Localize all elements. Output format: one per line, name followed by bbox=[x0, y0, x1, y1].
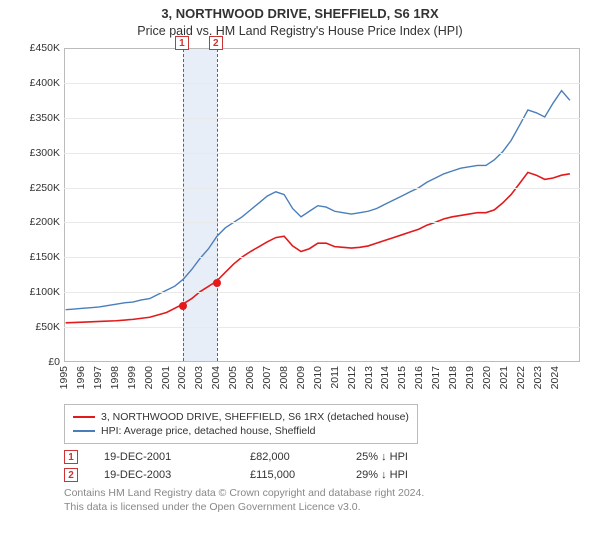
event-badge: 1 bbox=[64, 450, 78, 464]
gridline-y bbox=[64, 118, 580, 119]
chart-title-block: 3, NORTHWOOD DRIVE, SHEFFIELD, S6 1RX Pr… bbox=[0, 0, 600, 40]
line-layer bbox=[65, 49, 579, 361]
gridline-y bbox=[64, 153, 580, 154]
xtick-label: 1996 bbox=[75, 366, 87, 389]
xtick-label: 2022 bbox=[515, 366, 527, 389]
xtick-label: 2006 bbox=[244, 366, 256, 389]
xtick-label: 2003 bbox=[193, 366, 205, 389]
title-subtitle: Price paid vs. HM Land Registry's House … bbox=[0, 24, 600, 38]
xtick-label: 2007 bbox=[261, 366, 273, 389]
xtick-label: 2010 bbox=[312, 366, 324, 389]
ytick-label: £300K bbox=[30, 147, 60, 159]
xtick-label: 1999 bbox=[126, 366, 138, 389]
gridline-y bbox=[64, 292, 580, 293]
xtick-label: 1997 bbox=[92, 366, 104, 389]
event-badge: 2 bbox=[64, 468, 78, 482]
ytick-label: £200K bbox=[30, 216, 60, 228]
sale-events: 1 19-DEC-2001 £82,000 25% ↓ HPI 2 19-DEC-2003… bbox=[64, 450, 580, 482]
legend-label: 3, NORTHWOOD DRIVE, SHEFFIELD, S6 1RX (d… bbox=[101, 411, 409, 423]
legend-swatch bbox=[73, 430, 95, 432]
xtick-label: 2017 bbox=[430, 366, 442, 389]
gridline-y bbox=[64, 83, 580, 84]
sale-badge: 1 bbox=[175, 36, 189, 50]
xtick-label: 1998 bbox=[109, 366, 121, 389]
event-row: 2 19-DEC-2003 £115,000 29% ↓ HPI bbox=[64, 468, 580, 482]
xtick-label: 2021 bbox=[498, 366, 510, 389]
ytick-label: £50K bbox=[35, 321, 60, 333]
sale-badge: 2 bbox=[209, 36, 223, 50]
xtick-label: 2002 bbox=[176, 366, 188, 389]
xtick-label: 2004 bbox=[210, 366, 222, 389]
sale-dot bbox=[179, 302, 187, 310]
gridline-y bbox=[64, 222, 580, 223]
title-address: 3, NORTHWOOD DRIVE, SHEFFIELD, S6 1RX bbox=[0, 6, 600, 21]
xtick-label: 2015 bbox=[396, 366, 408, 389]
xtick-label: 2008 bbox=[278, 366, 290, 389]
xtick-label: 2016 bbox=[413, 366, 425, 389]
xtick-label: 2000 bbox=[143, 366, 155, 389]
event-delta: 29% ↓ HPI bbox=[356, 469, 408, 481]
xtick-label: 2020 bbox=[481, 366, 493, 389]
footer-line2: This data is licensed under the Open Gov… bbox=[64, 500, 580, 514]
ytick-label: £350K bbox=[30, 112, 60, 124]
event-price: £115,000 bbox=[250, 469, 330, 481]
ytick-label: £400K bbox=[30, 77, 60, 89]
event-delta: 25% ↓ HPI bbox=[356, 451, 408, 463]
xtick-label: 2001 bbox=[160, 366, 172, 389]
xtick-label: 2013 bbox=[363, 366, 375, 389]
xtick-label: 2019 bbox=[464, 366, 476, 389]
legend-label: HPI: Average price, detached house, Shef… bbox=[101, 425, 315, 437]
xtick-label: 2005 bbox=[227, 366, 239, 389]
chart-area: £0£50K£100K£150K£200K£250K£300K£350K£400… bbox=[20, 48, 580, 402]
xtick-label: 2018 bbox=[447, 366, 459, 389]
xtick-label: 2012 bbox=[346, 366, 358, 389]
event-price: £82,000 bbox=[250, 451, 330, 463]
ytick-label: £100K bbox=[30, 286, 60, 298]
xtick-label: 2014 bbox=[379, 366, 391, 389]
ytick-label: £250K bbox=[30, 182, 60, 194]
plot-area bbox=[64, 48, 580, 362]
ytick-label: £150K bbox=[30, 251, 60, 263]
xtick-label: 1995 bbox=[58, 366, 70, 389]
legend: 3, NORTHWOOD DRIVE, SHEFFIELD, S6 1RX (d… bbox=[64, 404, 418, 444]
series-hpi bbox=[66, 91, 570, 310]
event-date: 19-DEC-2001 bbox=[104, 451, 224, 463]
sale-dot bbox=[213, 279, 221, 287]
footer-attribution: Contains HM Land Registry data © Crown c… bbox=[64, 486, 580, 514]
legend-swatch bbox=[73, 416, 95, 418]
legend-item: HPI: Average price, detached house, Shef… bbox=[73, 425, 409, 437]
gridline-y bbox=[64, 327, 580, 328]
xtick-label: 2024 bbox=[549, 366, 561, 389]
xtick-label: 2009 bbox=[295, 366, 307, 389]
xtick-label: 2023 bbox=[532, 366, 544, 389]
legend-item: 3, NORTHWOOD DRIVE, SHEFFIELD, S6 1RX (d… bbox=[73, 411, 409, 423]
gridline-y bbox=[64, 257, 580, 258]
gridline-y bbox=[64, 188, 580, 189]
event-row: 1 19-DEC-2001 £82,000 25% ↓ HPI bbox=[64, 450, 580, 464]
ytick-label: £450K bbox=[30, 42, 60, 54]
footer-line1: Contains HM Land Registry data © Crown c… bbox=[64, 486, 580, 500]
xtick-label: 2011 bbox=[329, 366, 341, 389]
event-date: 19-DEC-2003 bbox=[104, 469, 224, 481]
